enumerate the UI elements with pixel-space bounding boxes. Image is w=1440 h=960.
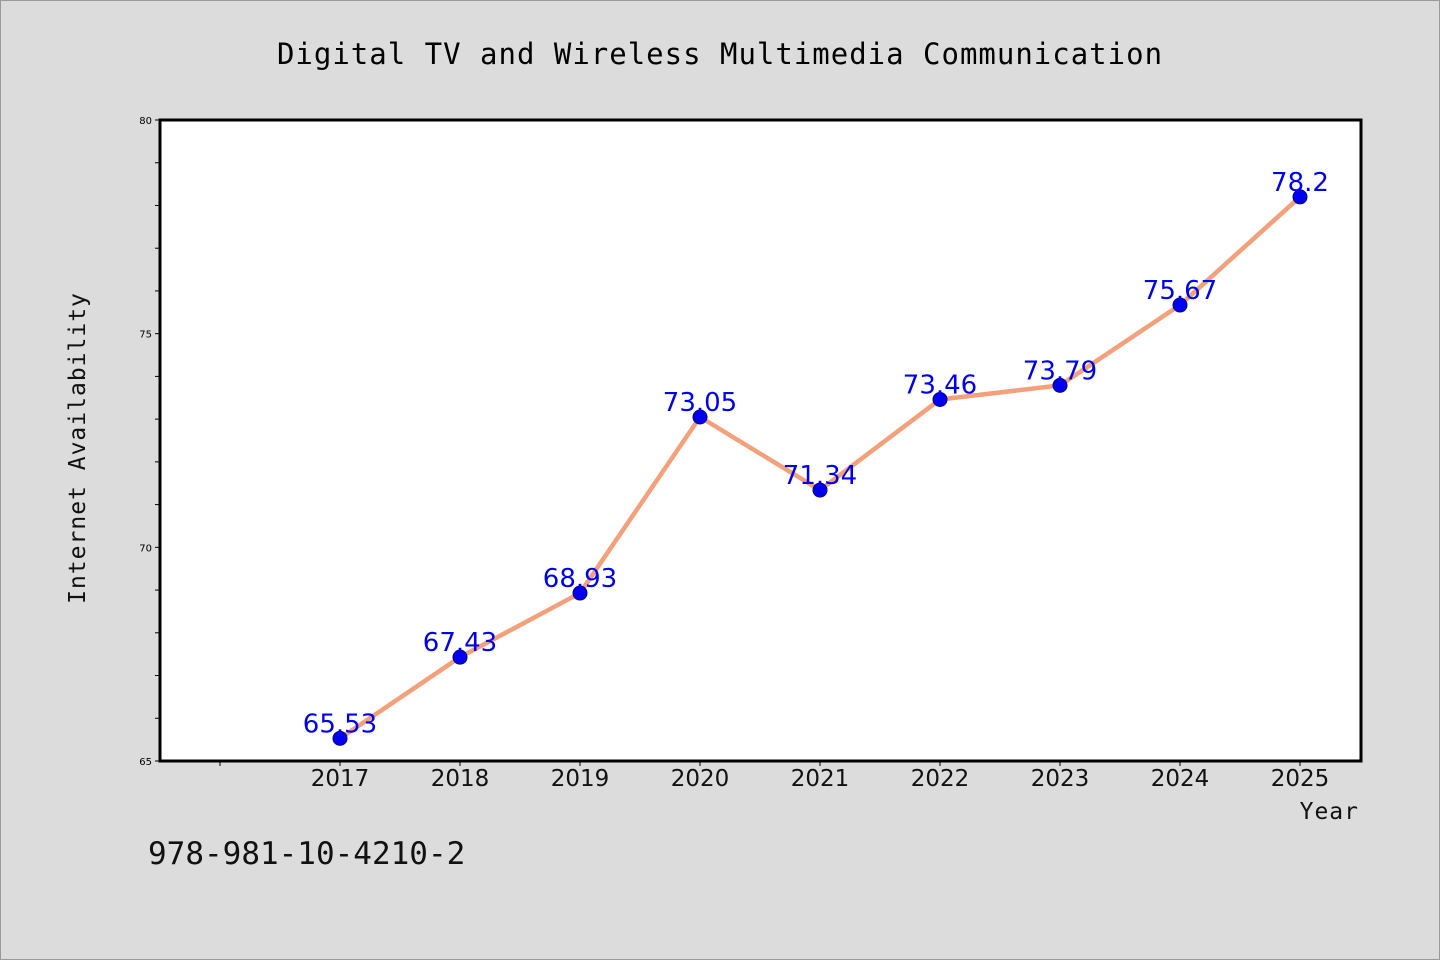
data-point bbox=[932, 391, 948, 407]
data-label: 67.43 bbox=[423, 628, 497, 658]
y-tick-label: 75 bbox=[139, 330, 152, 341]
data-point bbox=[692, 409, 708, 425]
y-axis: 65 70 75 80 bbox=[139, 116, 160, 768]
data-label: 73.46 bbox=[903, 370, 977, 400]
y-tick-label: 80 bbox=[139, 116, 152, 127]
y-axis-label: Internet Availability bbox=[65, 292, 91, 604]
x-tick-label: 2021 bbox=[791, 766, 850, 792]
data-labels: 65.53 67.43 68.93 73.05 71.34 73.46 73.79 75.67… bbox=[303, 168, 1329, 739]
x-tick-label: 2022 bbox=[911, 766, 970, 792]
data-point bbox=[1172, 297, 1188, 313]
x-tick-label: 2023 bbox=[1031, 766, 1090, 792]
x-tick-label: 2019 bbox=[551, 766, 610, 792]
data-label: 75.67 bbox=[1143, 276, 1217, 306]
plot-area bbox=[158, 118, 1363, 763]
data-point bbox=[332, 730, 348, 746]
chart-title: Digital TV and Wireless Multimedia Commu… bbox=[277, 37, 1163, 71]
x-tick-label: 2017 bbox=[311, 766, 370, 792]
data-point bbox=[452, 649, 468, 665]
data-label: 73.79 bbox=[1023, 356, 1097, 386]
x-tick-label: 2025 bbox=[1271, 766, 1330, 792]
data-point bbox=[1292, 189, 1308, 205]
y-tick-label: 70 bbox=[139, 543, 152, 554]
data-point bbox=[572, 585, 588, 601]
x-tick-label: 2020 bbox=[671, 766, 730, 792]
data-label: 78.2 bbox=[1271, 168, 1329, 198]
x-tick-label: 2018 bbox=[431, 766, 490, 792]
series-markers bbox=[332, 189, 1308, 746]
x-tick-label: 2024 bbox=[1151, 766, 1210, 792]
footer-isbn: 978-981-10-4210-2 bbox=[148, 836, 465, 872]
data-label: 71.34 bbox=[783, 461, 857, 491]
data-label: 68.93 bbox=[543, 564, 617, 594]
data-label: 73.05 bbox=[663, 388, 737, 418]
x-axis: 2017 2018 2019 2020 2021 2022 2023 2024 2025 bbox=[219, 761, 1330, 792]
x-axis-label: Year bbox=[1300, 799, 1359, 825]
data-point bbox=[812, 482, 828, 498]
data-point bbox=[1052, 377, 1068, 393]
y-tick-label: 65 bbox=[139, 757, 152, 768]
data-label: 65.53 bbox=[303, 709, 377, 739]
